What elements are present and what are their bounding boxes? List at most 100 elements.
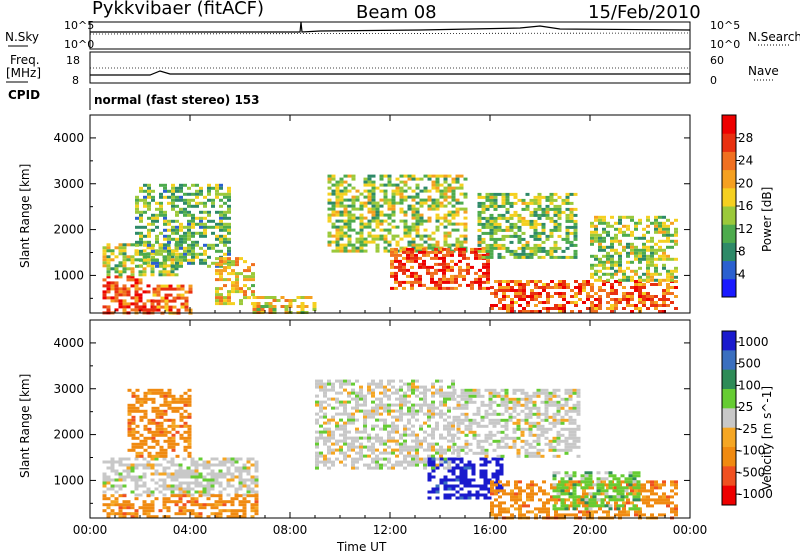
data-cell <box>418 256 422 260</box>
data-cell <box>231 269 235 273</box>
data-cell <box>399 219 404 223</box>
data-cell <box>159 424 164 428</box>
data-cell <box>327 451 331 455</box>
data-cell <box>451 222 456 226</box>
data-cell <box>415 418 419 422</box>
data-cell <box>155 225 159 229</box>
data-cell <box>572 489 577 493</box>
data-cell <box>462 250 466 254</box>
data-cell <box>569 192 574 196</box>
data-cell <box>179 243 183 247</box>
data-cell <box>604 471 609 475</box>
data-cell <box>254 484 259 488</box>
data-cell <box>407 433 411 437</box>
data-cell <box>477 195 482 199</box>
data-cell <box>521 237 526 241</box>
data-cell <box>423 430 427 434</box>
data-cell <box>558 307 562 310</box>
data-cell <box>572 406 577 410</box>
colorbar-segment <box>722 169 736 189</box>
data-cell <box>182 472 187 476</box>
data-cell <box>399 418 403 422</box>
data-cell <box>447 433 451 437</box>
data-cell <box>347 400 351 404</box>
data-cell <box>618 513 622 517</box>
data-cell <box>614 513 618 517</box>
data-cell <box>327 430 331 434</box>
data-cell <box>516 451 521 455</box>
data-cell <box>182 481 187 485</box>
data-cell <box>166 515 171 519</box>
data-cell <box>167 418 172 422</box>
data-cell <box>230 475 235 479</box>
data-cell <box>614 263 618 267</box>
data-cell <box>139 210 143 214</box>
data-cell <box>351 436 355 440</box>
data-cell <box>626 501 630 505</box>
data-cell <box>331 249 336 253</box>
data-cell <box>513 225 518 229</box>
data-cell <box>610 304 614 307</box>
data-cell <box>375 454 379 458</box>
data-cell <box>190 509 195 513</box>
data-cell <box>410 247 414 251</box>
data-cell <box>206 515 211 519</box>
data-cell <box>399 210 404 214</box>
data-cell <box>456 424 461 428</box>
data-cell <box>135 442 140 446</box>
data-cell <box>215 192 219 196</box>
data-cell <box>564 391 569 395</box>
data-cell <box>650 251 654 255</box>
data-cell <box>537 204 542 208</box>
data-cell <box>495 478 500 482</box>
data-cell <box>634 248 638 252</box>
data-cell <box>395 415 399 419</box>
data-cell <box>214 481 219 485</box>
data-cell <box>646 239 650 243</box>
data-cell <box>443 481 448 485</box>
data-cell <box>147 430 152 434</box>
data-cell <box>423 219 428 223</box>
data-cell <box>130 258 135 262</box>
data-cell <box>151 195 155 199</box>
data-cell <box>512 406 517 410</box>
data-cell <box>654 498 658 502</box>
data-cell <box>462 274 466 278</box>
noise-panel-frame <box>89 21 691 50</box>
data-cell <box>179 400 184 404</box>
data-cell <box>443 466 447 470</box>
data-cell <box>387 198 392 202</box>
data-cell <box>143 415 148 419</box>
data-cell <box>517 213 522 217</box>
data-cell <box>323 406 327 410</box>
data-cell <box>455 478 460 482</box>
data-cell <box>464 424 469 428</box>
data-cell <box>175 246 179 250</box>
data-cell <box>476 412 481 416</box>
data-cell <box>339 204 344 208</box>
data-cell <box>150 503 155 507</box>
data-cell <box>118 270 123 274</box>
data-cell <box>590 307 594 310</box>
data-cell <box>227 198 231 202</box>
data-cell <box>524 451 529 455</box>
data-cell <box>552 391 557 395</box>
data-cell <box>549 219 554 223</box>
data-cell <box>431 436 435 440</box>
data-cell <box>438 280 442 284</box>
data-cell <box>367 240 372 244</box>
data-cell <box>219 234 223 238</box>
data-cell <box>195 255 199 259</box>
data-cell <box>522 489 526 493</box>
data-cell <box>114 472 119 476</box>
data-cell <box>650 483 654 487</box>
data-cell <box>476 442 481 446</box>
data-cell <box>670 233 674 237</box>
data-cell <box>634 280 638 283</box>
data-cell <box>546 310 550 313</box>
data-cell <box>178 466 183 470</box>
data-cell <box>106 481 111 485</box>
data-cell <box>327 460 331 464</box>
data-cell <box>572 433 577 437</box>
data-cell <box>415 379 419 383</box>
